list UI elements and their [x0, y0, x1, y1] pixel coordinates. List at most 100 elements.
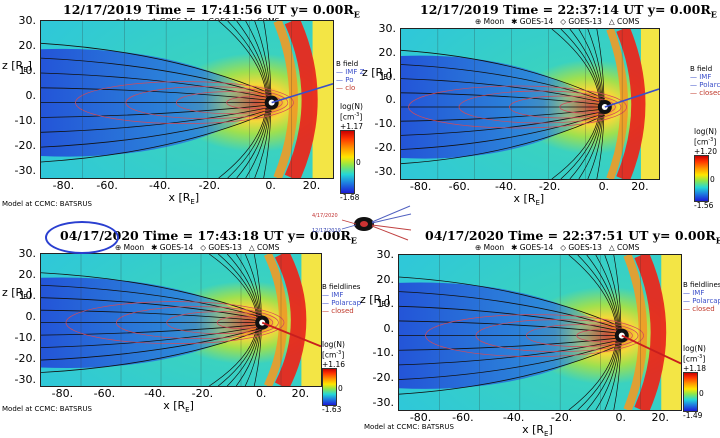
- density-plot: [400, 28, 660, 180]
- goes13-legend: ◇ GOES-13: [560, 243, 602, 252]
- y-tick-label: -30.: [374, 164, 396, 178]
- subscript-e: E: [350, 235, 357, 246]
- x-tick-label: 20.: [302, 179, 321, 192]
- x-axis-label: x [RE]: [168, 191, 200, 207]
- x-tick-label: -80.: [52, 179, 75, 192]
- field-line-legend: B field — IMF Z — Po — clo: [336, 60, 365, 92]
- x-tick-label: 0.: [598, 180, 610, 193]
- x-tick-label: -60.: [452, 411, 474, 424]
- x-tick-label: -40.: [495, 180, 517, 193]
- y-tick-label: -10.: [14, 330, 36, 344]
- subscript-e: E: [353, 9, 360, 20]
- y-tick-label: 20.: [18, 267, 37, 281]
- panel-time: Time = 22:37:51 UT y= 0.00R: [503, 228, 716, 243]
- colorbar-mid-tick: 0: [710, 175, 715, 185]
- colorbar-min: -1.68: [340, 193, 360, 202]
- y-tick-label: 10.: [18, 288, 37, 302]
- satellite-legend: ⊕ Moon ✱ GOES-14 ◇ GOES-13 △ COMS: [115, 243, 286, 252]
- x-tick-label: -40.: [148, 179, 171, 192]
- field-line-legend: B fieldlines — IMF — Polarcap — closed: [322, 283, 362, 315]
- moon-legend: ⊕ Moon: [115, 243, 145, 252]
- density-plot: [40, 253, 322, 387]
- panel-title: 12/17/2019 Time = 22:37:14 UT y= 0.00RE: [420, 2, 717, 20]
- y-axis-label: z [RE]: [2, 59, 32, 75]
- y-tick-label: 10.: [18, 63, 37, 77]
- panel-date: 12/17/2019: [63, 2, 142, 17]
- x-tick-label: -20.: [538, 180, 561, 193]
- y-tick-label: -10.: [14, 113, 36, 127]
- y-tick-label: -10.: [372, 346, 394, 360]
- y-tick-label: -10.: [374, 117, 396, 131]
- y-tick-label: 30.: [378, 22, 397, 35]
- colorbar: [322, 368, 337, 406]
- y-tick-label: 30.: [376, 248, 395, 261]
- x-tick-label: -40.: [502, 411, 525, 424]
- subscript-e: E: [710, 9, 717, 20]
- highlight-circle: [45, 221, 119, 254]
- panel-title: 12/17/2019 Time = 17:41:56 UT y= 0.00RE: [63, 2, 360, 20]
- x-axis-label: x [RE]: [522, 423, 553, 438]
- x-tick-label: -20.: [191, 387, 214, 400]
- x-tick-label: 20.: [291, 387, 310, 400]
- x-axis-label: x [RE]: [163, 399, 194, 415]
- density-plot: [40, 20, 334, 179]
- colorbar-min: -1.56: [694, 201, 714, 210]
- panel-date: 12/17/2019: [420, 2, 499, 17]
- coms-legend: △ COMS: [248, 243, 280, 252]
- moon-legend: ⊕ Moon: [475, 243, 505, 252]
- y-tick-label: -20.: [14, 351, 36, 365]
- y-tick-label: -20.: [372, 371, 394, 385]
- x-tick-label: 0.: [265, 179, 276, 192]
- coms-legend: △ COMS: [608, 243, 640, 252]
- y-tick-label: 10.: [376, 297, 395, 311]
- colorbar: [340, 130, 355, 194]
- model-credit: Model at CCMC: BATSRUS: [2, 405, 92, 413]
- colorbar-min: -1.63: [322, 405, 342, 414]
- goes13-legend: ◇ GOES-13: [560, 17, 602, 26]
- y-axis-label: z [RE]: [2, 286, 32, 302]
- colorbar-mid-tick: 0: [699, 389, 704, 399]
- x-tick-label: 0.: [255, 387, 267, 400]
- y-tick-label: 20.: [376, 272, 395, 286]
- y-tick-label: 0.: [25, 309, 37, 323]
- satellite-legend: ⊕ Moon ✱ GOES-14 ◇ GOES-13 △ COMS: [475, 17, 646, 26]
- x-tick-label: -80.: [51, 387, 74, 400]
- coms-legend: △ COMS: [608, 17, 640, 26]
- panel-time: Time = 17:41:56 UT y= 0.00R: [141, 2, 354, 17]
- goes14-legend: ✱ GOES-14: [151, 243, 194, 252]
- model-credit: Model at CCMC: BATSRUS: [2, 200, 92, 208]
- inset-date-2: 12/17/2019: [312, 228, 341, 234]
- field-line-legend: B field— IMF— Polarco— closed: [690, 65, 720, 97]
- y-tick-label: -30.: [372, 395, 394, 409]
- x-tick-label: -20.: [550, 411, 573, 424]
- y-tick-label: -30.: [14, 372, 36, 386]
- panel-time: Time = 22:37:14 UT y= 0.00R: [498, 2, 711, 17]
- y-tick-label: 30.: [18, 247, 37, 260]
- x-tick-label: 0.: [615, 411, 627, 424]
- colorbar-mid-tick: 0: [338, 384, 343, 394]
- inset-magnetosphere-graphic: [341, 205, 412, 241]
- colorbar: [694, 155, 709, 202]
- colorbar-min: -1.49: [683, 411, 703, 420]
- inset-date-1: 4/17/2020: [312, 213, 338, 219]
- y-tick-label: 20.: [18, 38, 37, 52]
- x-tick-label: -60.: [93, 387, 116, 400]
- satellite-legend: ⊕ Moon ✱ GOES-14 ◇ GOES-13 △ COMS: [475, 243, 646, 252]
- x-axis-label: x [RE]: [513, 192, 545, 208]
- density-plot: [398, 254, 682, 411]
- panel-title: 04/17/2020 Time = 22:37:51 UT y= 0.00RE: [425, 228, 720, 246]
- colorbar-label: log(N) [cm-3] +1.17: [340, 102, 363, 131]
- colorbar-label: log(N) [cm-3] +1.16: [322, 340, 345, 369]
- goes13-legend: ◇ GOES-13: [200, 243, 242, 252]
- panel-date: 04/17/2020: [425, 228, 504, 243]
- colorbar-label: log(N) [cm-3] +1.20: [694, 127, 717, 156]
- x-tick-label: -40.: [144, 387, 166, 400]
- panel-time: Time = 17:43:18 UT y= 0.00R: [138, 228, 351, 243]
- colorbar-mid-tick: 0: [356, 157, 361, 167]
- y-tick-label: 0.: [385, 93, 397, 107]
- subscript-e: E: [715, 235, 720, 246]
- x-tick-label: -80.: [409, 411, 432, 424]
- goes14-legend: ✱ GOES-14: [511, 243, 554, 252]
- y-tick-label: -20.: [374, 141, 396, 155]
- x-tick-label: -60.: [96, 179, 118, 192]
